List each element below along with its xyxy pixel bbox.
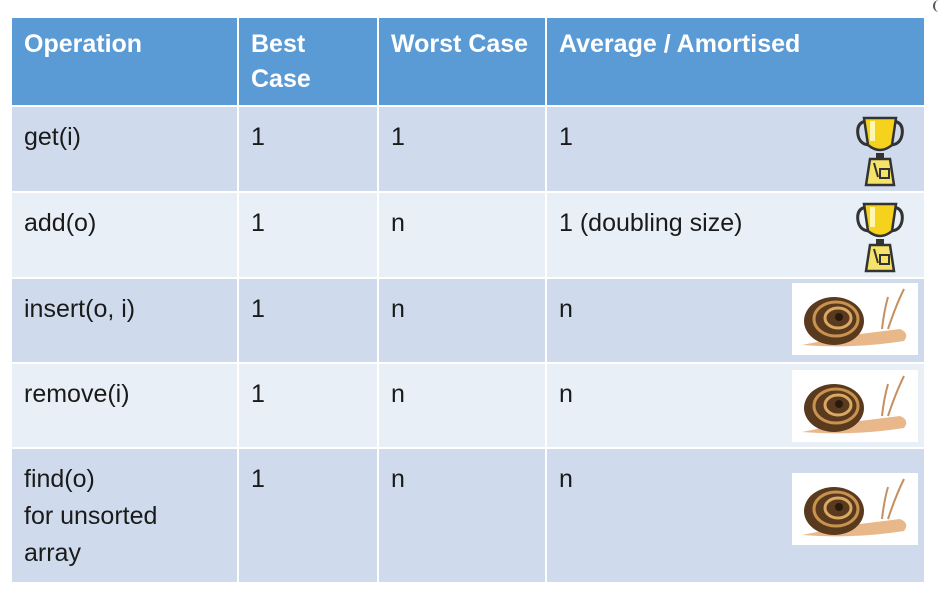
best-case-cell: 1: [237, 277, 379, 364]
snail-icon: [792, 283, 918, 355]
average-case-cell: 1 (doubling size): [545, 191, 926, 279]
table-row: remove(i) 1 n n: [10, 362, 926, 449]
average-case-value: 1 (doubling size): [559, 209, 743, 237]
average-case-value: n: [559, 465, 573, 493]
worst-case-cell: n: [377, 362, 547, 449]
complexity-table: Operation Best Case Worst Case Average /…: [10, 16, 926, 584]
header-average-amortised: Average / Amortised: [545, 16, 926, 107]
table-row: find(o) for unsorted array 1 n n: [10, 447, 926, 584]
average-case-value: n: [559, 380, 573, 408]
worst-case-cell: 1: [377, 105, 547, 193]
best-case-cell: 1: [237, 362, 379, 449]
table-row: get(i) 1 1 1: [10, 105, 926, 193]
snail-icon: [792, 473, 918, 545]
worst-case-cell: n: [377, 277, 547, 364]
snail-icon: [792, 370, 918, 442]
average-case-value: 1: [559, 123, 573, 151]
average-case-cell: 1: [545, 105, 926, 193]
average-case-value: n: [559, 295, 573, 323]
operation-cell: get(i): [10, 105, 239, 193]
slide-edge-mark: [933, 0, 939, 12]
header-best-case: Best Case: [237, 16, 379, 107]
best-case-cell: 1: [237, 447, 379, 584]
worst-case-cell: n: [377, 191, 547, 279]
best-case-cell: 1: [237, 105, 379, 193]
best-case-cell: 1: [237, 191, 379, 279]
table-row: add(o) 1 n 1 (doubling size): [10, 191, 926, 279]
table-row: insert(o, i) 1 n n: [10, 277, 926, 364]
header-operation: Operation: [10, 16, 239, 107]
operation-cell: remove(i): [10, 362, 239, 449]
operation-cell: add(o): [10, 191, 239, 279]
header-row: Operation Best Case Worst Case Average /…: [10, 16, 926, 107]
average-case-cell: n: [545, 362, 926, 449]
trophy-icon: [856, 202, 904, 273]
operation-cell: insert(o, i): [10, 277, 239, 364]
header-worst-case: Worst Case: [377, 16, 547, 107]
operation-cell: find(o) for unsorted array: [10, 447, 239, 584]
average-case-cell: n: [545, 277, 926, 364]
average-case-cell: n: [545, 447, 926, 584]
worst-case-cell: n: [377, 447, 547, 584]
trophy-icon: [856, 116, 904, 187]
